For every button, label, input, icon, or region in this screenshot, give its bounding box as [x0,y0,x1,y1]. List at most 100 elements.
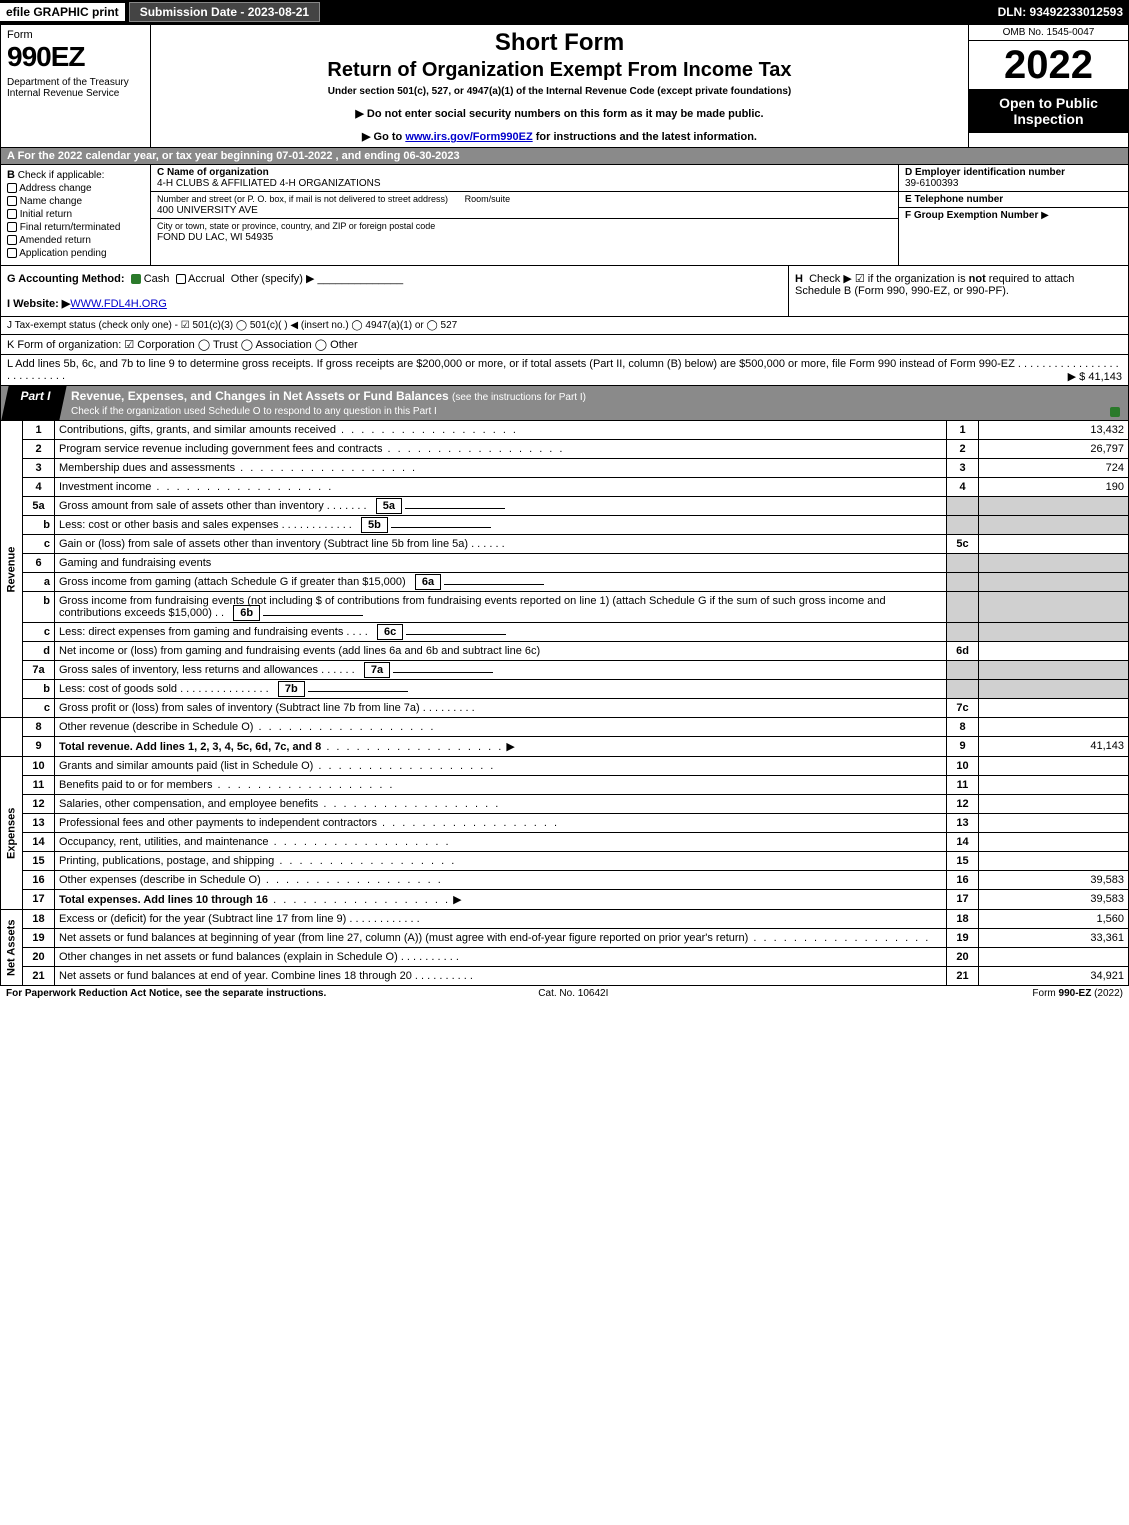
irs-link[interactable]: www.irs.gov/Form990EZ [405,131,532,143]
form-label: Form [7,29,144,41]
omb-number: OMB No. 1545-0047 [969,25,1128,41]
part-title-main: Revenue, Expenses, and Changes in Net As… [71,389,449,403]
box: 9 [947,737,979,757]
under-section: Under section 501(c), 527, or 4947(a)(1)… [161,86,958,97]
chk-pending[interactable]: Application pending [7,248,144,259]
amt: 41,143 [979,737,1129,757]
box: 3 [947,459,979,478]
street-address: 400 UNIVERSITY AVE [157,205,258,216]
desc: Gross income from gaming (attach Schedul… [55,573,947,592]
ln: c [23,623,55,642]
amt: 1,560 [979,910,1129,929]
desc-text: Less: cost or other basis and sales expe… [59,519,279,531]
row-j: J Tax-exempt status (check only one) - ☑… [0,317,1129,335]
amt [979,833,1129,852]
org-name: 4-H CLUBS & AFFILIATED 4-H ORGANIZATIONS [157,178,381,189]
checkbox-icon [7,248,17,258]
chk-amended[interactable]: Amended return [7,235,144,246]
box: 4 [947,478,979,497]
desc: Program service revenue including govern… [55,440,947,459]
header-right: OMB No. 1545-0047 2022 Open to Public In… [968,25,1128,147]
advisory-2: ▶ Go to www.irs.gov/Form990EZ for instru… [161,130,958,143]
desc: Other expenses (describe in Schedule O) [55,871,947,890]
box: 18 [947,910,979,929]
submission-date: Submission Date - 2023-08-21 [129,2,320,22]
col-c: C Name of organization4-H CLUBS & AFFILI… [151,165,898,265]
desc: Gross sales of inventory, less returns a… [55,661,947,680]
box: 12 [947,795,979,814]
amt-grey [979,516,1129,535]
section-a: A For the 2022 calendar year, or tax yea… [0,148,1129,165]
desc: Total revenue. Add lines 1, 2, 3, 4, 5c,… [55,737,947,757]
chk-address[interactable]: Address change [7,183,144,194]
desc-text: Occupancy, rent, utilities, and maintena… [59,836,269,848]
desc: Other changes in net assets or fund bala… [55,948,947,967]
desc: Total expenses. Add lines 10 through 16 … [55,890,947,910]
amt-grey [979,661,1129,680]
chk-label: Amended return [19,235,91,246]
h-lbl: H [795,273,803,285]
amt: 34,921 [979,967,1129,986]
chk-final[interactable]: Final return/terminated [7,222,144,233]
ln: 21 [23,967,55,986]
c-street-lbl: Number and street (or P. O. box, if mail… [157,194,448,204]
subbox: 7a [364,662,390,678]
d-lbl: D Employer identification number [905,167,1065,178]
desc: Occupancy, rent, utilities, and maintena… [55,833,947,852]
desc-text: Printing, publications, postage, and shi… [59,855,274,867]
desc-text: Other expenses (describe in Schedule O) [59,874,261,886]
chk-initial[interactable]: Initial return [7,209,144,220]
desc: Less: direct expenses from gaming and fu… [55,623,947,642]
part-1-header: Part I Revenue, Expenses, and Changes in… [0,386,1129,421]
box: 19 [947,929,979,948]
website-link[interactable]: WWW.FDL4H.ORG [70,298,167,310]
amt [979,718,1129,737]
city-state-zip: FOND DU LAC, WI 54935 [157,232,273,243]
amt [979,757,1129,776]
amt: 724 [979,459,1129,478]
checkbox-icon [7,183,17,193]
lines-table: Revenue 1Contributions, gifts, grants, a… [0,421,1129,986]
b-hdr: B [7,169,15,181]
ln: b [23,592,55,623]
subbox: 6c [377,624,403,640]
box-grey [947,516,979,535]
footer-mid: Cat. No. 10642I [538,988,608,999]
h-schedule-b: H Check ▶ ☑ if the organization is not r… [788,266,1128,316]
d-ein: D Employer identification number39-61003… [899,165,1128,192]
checkbox-icon [7,196,17,206]
desc: Salaries, other compensation, and employ… [55,795,947,814]
ln: d [23,642,55,661]
g-accrual: Accrual [188,273,225,285]
footer-left: For Paperwork Reduction Act Notice, see … [6,988,326,999]
l-amount: ▶ $ 41,143 [1068,370,1122,383]
subbox: 7b [278,681,305,697]
subbox: 6b [233,605,260,621]
h-not: not [969,273,986,285]
form-number: 990EZ [7,41,144,73]
amt-grey [979,554,1129,573]
subbox: 6a [415,574,441,590]
ln: 8 [23,718,55,737]
desc: Less: cost or other basis and sales expe… [55,516,947,535]
row-k: K Form of organization: ☑ Corporation ◯ … [0,335,1129,355]
header-mid: Short Form Return of Organization Exempt… [151,25,968,147]
desc: Net income or (loss) from gaming and fun… [55,642,947,661]
part-tab-label: Part I [20,389,50,403]
amt [979,814,1129,833]
i-lbl: I Website: ▶ [7,298,70,310]
amt [979,852,1129,871]
amt [979,699,1129,718]
chk-label: Name change [20,196,82,207]
box-grey [947,592,979,623]
chk-name[interactable]: Name change [7,196,144,207]
desc: Gaming and fundraising events [55,554,947,573]
desc: Gross amount from sale of assets other t… [55,497,947,516]
desc-text: Net assets or fund balances at end of ye… [59,970,412,982]
c-street: Number and street (or P. O. box, if mail… [151,192,898,219]
ln: 6 [23,554,55,573]
amt [979,948,1129,967]
box: 2 [947,440,979,459]
ln: 18 [23,910,55,929]
c-city: City or town, state or province, country… [151,219,898,245]
